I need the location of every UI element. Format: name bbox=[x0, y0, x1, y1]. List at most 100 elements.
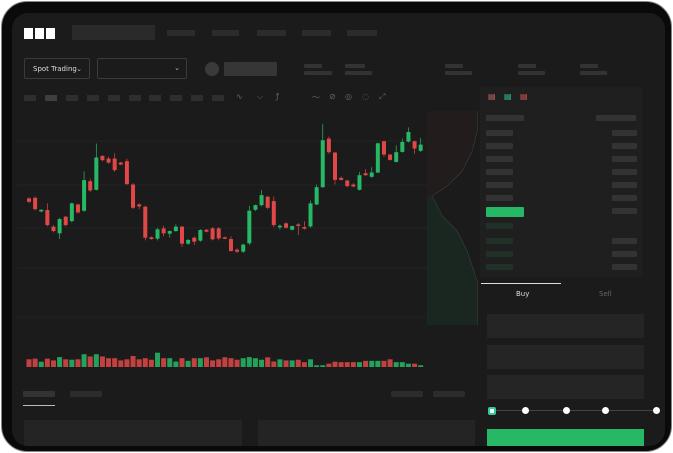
stat-label bbox=[304, 64, 322, 68]
expand-icon[interactable]: ⤢ bbox=[379, 92, 386, 101]
volume-bar bbox=[228, 358, 234, 367]
stat-label bbox=[518, 64, 536, 68]
interval-button[interactable] bbox=[108, 95, 120, 101]
volume-bar bbox=[338, 362, 344, 367]
orderbook-header bbox=[596, 115, 636, 121]
candle-body bbox=[198, 229, 203, 241]
candle-body bbox=[296, 224, 301, 226]
bottom-tab[interactable] bbox=[70, 391, 102, 397]
buy-button[interactable] bbox=[487, 429, 644, 446]
slider-step[interactable] bbox=[522, 407, 529, 414]
coin-icon bbox=[205, 62, 219, 76]
ask-size bbox=[612, 169, 637, 175]
candle-body bbox=[94, 157, 99, 190]
interval-button[interactable] bbox=[45, 95, 57, 101]
search-bar[interactable] bbox=[72, 25, 155, 40]
candle-body bbox=[131, 184, 136, 208]
candle-body bbox=[149, 237, 154, 240]
volume-bar bbox=[326, 363, 332, 367]
candle-body bbox=[369, 172, 374, 177]
volume-bar bbox=[252, 358, 258, 367]
bottom-tab-active[interactable] bbox=[23, 391, 55, 397]
candle-body bbox=[326, 138, 331, 153]
volume-bar bbox=[161, 358, 167, 367]
interval-button[interactable] bbox=[191, 95, 203, 101]
orders-panel bbox=[24, 420, 242, 446]
market-type-dropdown[interactable]: Spot Trading ⌄ bbox=[24, 58, 90, 79]
bottom-action[interactable] bbox=[391, 391, 423, 397]
okx-logo[interactable] bbox=[24, 28, 55, 39]
orderbook-asks-icon[interactable]: ▤ bbox=[520, 92, 528, 101]
price-input[interactable] bbox=[487, 314, 644, 338]
stat-label bbox=[445, 64, 463, 68]
candle-body bbox=[277, 225, 282, 228]
candle-body bbox=[394, 152, 399, 162]
bid-price bbox=[486, 264, 513, 270]
amount-input[interactable] bbox=[487, 345, 644, 369]
candle-body bbox=[265, 196, 270, 208]
volume-bar bbox=[112, 358, 118, 367]
leverage-slider[interactable] bbox=[490, 410, 658, 411]
volume-bar bbox=[295, 359, 301, 367]
pencil-icon[interactable]: ⊘ bbox=[329, 92, 336, 101]
volume-bar bbox=[216, 359, 222, 367]
candle-body bbox=[88, 181, 93, 191]
slider-step[interactable] bbox=[653, 407, 660, 414]
ask-size bbox=[612, 156, 637, 162]
indicator-icon[interactable]: ∿ bbox=[236, 92, 243, 101]
fx-icon[interactable]: ƒ bbox=[276, 92, 279, 101]
volume-bar bbox=[142, 358, 148, 367]
nav-item[interactable] bbox=[347, 30, 377, 36]
nav-item[interactable] bbox=[167, 30, 195, 36]
interval-button[interactable] bbox=[170, 95, 182, 101]
interval-button[interactable] bbox=[87, 95, 99, 101]
camera-icon[interactable]: ◌ bbox=[362, 92, 369, 101]
volume-bar bbox=[283, 360, 289, 367]
chart-type-icon[interactable]: ⌵ bbox=[257, 92, 264, 101]
volume-bar bbox=[32, 358, 38, 367]
candle-body bbox=[381, 141, 386, 155]
candlestick-chart[interactable] bbox=[17, 113, 427, 375]
settings-icon[interactable]: ◎ bbox=[345, 92, 352, 101]
interval-button[interactable] bbox=[212, 95, 224, 101]
nav-item[interactable] bbox=[257, 30, 286, 36]
interval-button[interactable] bbox=[66, 95, 78, 101]
candle-body bbox=[247, 210, 252, 244]
orderbook-both-icon[interactable]: ▤ bbox=[488, 92, 496, 101]
pair-dropdown[interactable]: ⌄ bbox=[97, 58, 187, 79]
slider-handle[interactable] bbox=[488, 407, 496, 415]
slider-step[interactable] bbox=[563, 407, 570, 414]
interval-button[interactable] bbox=[149, 95, 161, 101]
candle-body bbox=[180, 226, 184, 244]
slider-step[interactable] bbox=[602, 407, 609, 414]
volume-bar bbox=[356, 362, 362, 367]
sell-tab[interactable]: Sell bbox=[599, 290, 612, 298]
volume-bar bbox=[167, 358, 173, 367]
volume-bar bbox=[363, 360, 369, 367]
bottom-action[interactable] bbox=[433, 391, 465, 397]
volume-bar bbox=[50, 360, 56, 367]
volume-bar bbox=[99, 356, 105, 367]
volume-bar bbox=[418, 365, 424, 367]
volume-bar bbox=[320, 365, 326, 367]
candle-body bbox=[351, 184, 356, 187]
buy-tab[interactable]: Buy bbox=[516, 290, 530, 298]
candle-body bbox=[210, 228, 215, 240]
interval-button[interactable] bbox=[24, 95, 36, 101]
orderbook-bids-icon[interactable]: ▤ bbox=[504, 92, 512, 101]
price-display bbox=[224, 62, 277, 76]
nav-item[interactable] bbox=[302, 30, 331, 36]
bid-price bbox=[486, 238, 513, 244]
candle-body bbox=[143, 206, 148, 238]
interval-button[interactable] bbox=[129, 95, 141, 101]
volume-bar bbox=[381, 360, 387, 367]
candle-body bbox=[357, 175, 362, 190]
nav-item[interactable] bbox=[212, 30, 239, 36]
volume-bar bbox=[375, 360, 381, 367]
ask-size bbox=[612, 130, 637, 136]
total-input[interactable] bbox=[487, 375, 644, 399]
candle-body bbox=[228, 239, 233, 252]
draw-line-icon[interactable]: 〜 bbox=[312, 93, 320, 102]
candle-body bbox=[290, 226, 295, 230]
